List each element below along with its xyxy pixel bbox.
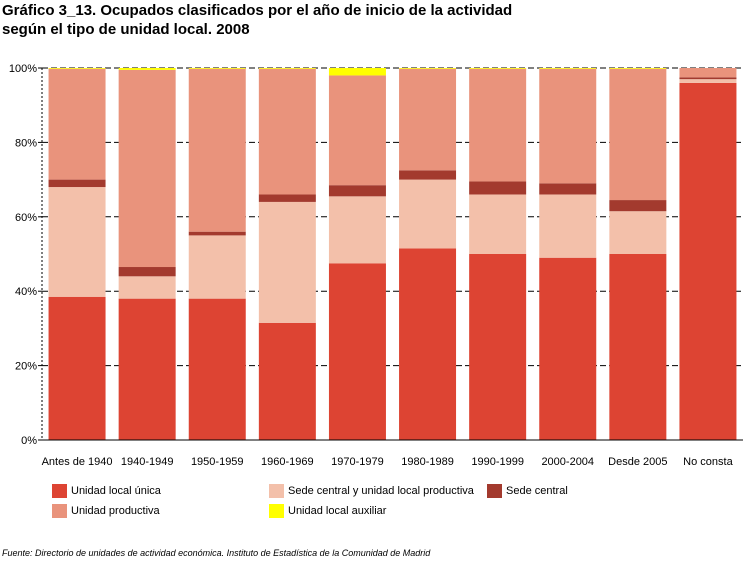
bar-segment-3-cat-9 (609, 200, 667, 212)
bar-segment-3-cat-4 (258, 194, 316, 202)
bar-segment-3-cat-1 (48, 179, 106, 188)
chart-title: Gráfico 3_13. Ocupados clasificados por … (2, 1, 742, 39)
y-tick-label: 80% (15, 137, 37, 149)
bar-segment-1-cat-10 (679, 82, 737, 440)
bar-segment-1-cat-1 (48, 296, 106, 440)
bar-segment-2-cat-10 (679, 79, 737, 83)
bar-segment-1-cat-2 (118, 298, 176, 440)
bar-segment-2-cat-8 (539, 194, 597, 258)
legend-item-unidad-local-auxiliar: Unidad local auxiliar (269, 504, 386, 518)
x-tick-label: 1980-1989 (401, 456, 454, 468)
legend-label-unidad-productiva: Unidad productiva (71, 505, 160, 517)
legend-label-sede-central: Sede central (506, 485, 568, 497)
x-tick-label: 1990-1999 (471, 456, 524, 468)
legend-swatch-unidad-local-auxiliar (269, 504, 284, 518)
bar-segment-2-cat-3 (188, 235, 246, 299)
bar-segment-4-cat-8 (539, 68, 597, 184)
bar-segment-3-cat-3 (188, 231, 246, 236)
bar-segment-5-cat-6 (399, 68, 457, 69)
legend-item-unidad-productiva: Unidad productiva (52, 504, 160, 518)
bar-segment-2-cat-2 (118, 276, 176, 299)
y-tick-label: 100% (9, 63, 37, 75)
bar-segment-2-cat-9 (609, 211, 667, 254)
bar-segment-3-cat-8 (539, 183, 597, 195)
bar-segment-1-cat-4 (258, 322, 316, 440)
x-tick-label: 1940-1949 (121, 456, 174, 468)
bar-segment-2-cat-1 (48, 187, 106, 297)
x-tick-label: 1960-1969 (261, 456, 314, 468)
legend-label-unidad-local-auxiliar: Unidad local auxiliar (288, 505, 387, 517)
bar-segment-4-cat-3 (188, 68, 246, 232)
legend-label-unidad-local-unica: Unidad local única (71, 485, 161, 497)
bar-segment-5-cat-2 (118, 68, 176, 70)
bar-segment-5-cat-1 (48, 68, 106, 69)
bar-segment-4-cat-2 (118, 69, 176, 268)
bar-segment-4-cat-7 (469, 68, 527, 182)
x-tick-label: Desde 2005 (608, 456, 667, 468)
legend-item-sede-central: Sede central (487, 484, 568, 498)
bar-segment-1-cat-3 (188, 298, 246, 440)
x-tick-label: 2000-2004 (541, 456, 594, 468)
bar-segment-5-cat-4 (258, 68, 316, 69)
legend-swatch-sede-central-y-unidad-local-productiva (269, 484, 284, 498)
bar-segment-4-cat-4 (258, 68, 316, 195)
bar-segment-3-cat-6 (399, 170, 457, 180)
y-tick-label: 60% (15, 212, 37, 224)
legend-label-sede-central-y-unidad-local-productiva: Sede central y unidad local productiva (288, 485, 474, 497)
y-tick-label: 0% (21, 435, 37, 447)
x-tick-label: 1950-1959 (191, 456, 244, 468)
bar-segment-5-cat-7 (469, 68, 527, 69)
legend-item-unidad-local-unica: Unidad local única (52, 484, 161, 498)
bar-segment-4-cat-6 (399, 68, 457, 171)
bar-segment-4-cat-1 (48, 68, 106, 180)
x-tick-label: Antes de 1940 (42, 456, 113, 468)
bar-segment-2-cat-7 (469, 194, 527, 254)
legend-swatch-unidad-local-unica (52, 484, 67, 498)
legend-swatch-unidad-productiva (52, 504, 67, 518)
bar-segment-4-cat-10 (679, 68, 737, 78)
chart-title-line2: según el tipo de unidad local. 2008 (2, 21, 250, 38)
bar-segment-1-cat-8 (539, 257, 597, 440)
bar-segment-1-cat-9 (609, 254, 667, 440)
source-note: Fuente: Directorio de unidades de activi… (2, 548, 431, 558)
bar-segment-2-cat-6 (399, 179, 457, 249)
bar-segment-3-cat-5 (328, 185, 386, 197)
bar-segment-4-cat-5 (328, 75, 386, 186)
bar-segment-5-cat-8 (539, 68, 597, 69)
bar-segment-2-cat-5 (328, 196, 386, 264)
x-tick-label: 1970-1979 (331, 456, 384, 468)
bar-segment-5-cat-5 (328, 68, 386, 76)
legend-item-sede-central-y-unidad-local-productiva: Sede central y unidad local productiva (269, 484, 474, 498)
x-tick-label: No consta (683, 456, 733, 468)
legend-swatch-sede-central (487, 484, 502, 498)
bar-segment-5-cat-3 (188, 68, 246, 69)
y-tick-label: 20% (15, 361, 37, 373)
chart-title-line1: Gráfico 3_13. Ocupados clasificados por … (2, 2, 513, 19)
y-tick-label: 40% (15, 286, 37, 298)
bar-segment-5-cat-9 (609, 68, 667, 69)
bar-segment-1-cat-6 (399, 248, 457, 440)
bar-segment-4-cat-9 (609, 68, 667, 201)
bar-segment-1-cat-7 (469, 254, 527, 440)
bar-segment-3-cat-2 (118, 267, 176, 277)
bar-segment-3-cat-7 (469, 181, 527, 195)
bar-segment-2-cat-4 (258, 201, 316, 323)
bar-segment-3-cat-10 (679, 77, 737, 80)
bar-segment-1-cat-5 (328, 263, 386, 440)
